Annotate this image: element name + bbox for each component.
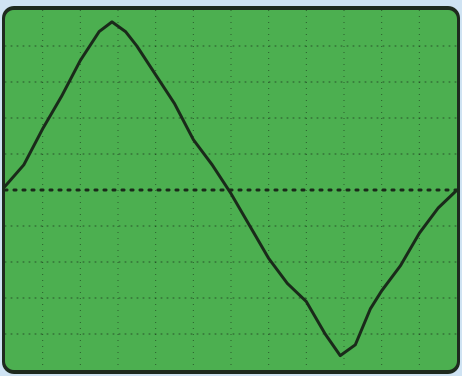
waveform (3, 20, 459, 358)
